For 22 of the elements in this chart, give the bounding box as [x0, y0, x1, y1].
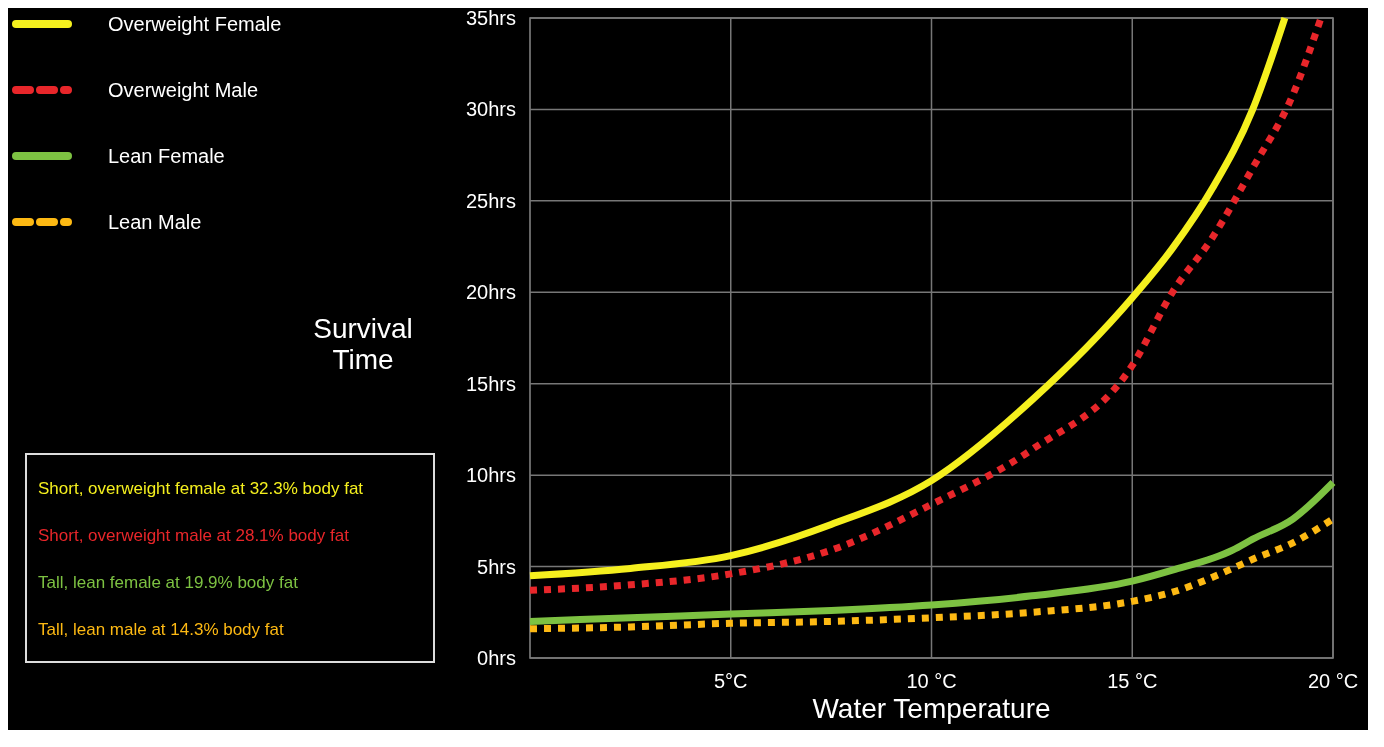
y-tick-label: 5hrs	[477, 555, 516, 578]
legend-label: Lean Male	[108, 211, 202, 233]
x-tick-label: 20 °C	[1307, 670, 1359, 692]
x-tick-label: 15 °C	[1107, 670, 1158, 692]
y-tick-label: 35hrs	[465, 7, 516, 29]
legend-label: Overweight Male	[108, 79, 259, 101]
x-axis-title: Water Temperature	[812, 693, 1051, 724]
y-tick-label: 10hrs	[465, 464, 516, 487]
legend-label: Lean Female	[108, 145, 225, 167]
y-tick-label: 0hrs	[477, 647, 516, 669]
text: Tall, lean female at 19.9% body fat	[38, 572, 299, 592]
x-tick-label: 10 °C	[906, 670, 957, 692]
text: Short, overweight female at 32.3% body fat	[38, 478, 364, 498]
x-tick-label: 5°C	[713, 670, 748, 692]
y-tick-label: 25hrs	[465, 189, 516, 212]
y-tick-label: 15hrs	[465, 372, 516, 395]
y-tick-label: 20hrs	[465, 281, 516, 304]
text: Short, overweight male at 28.1% body fat	[38, 525, 350, 545]
text: Tall, lean male at 14.3% body fat	[38, 619, 284, 639]
legend-label: Overweight Female	[108, 13, 282, 35]
y-tick-label: 30hrs	[465, 98, 516, 121]
y-axis-title: Survival Time	[313, 313, 413, 375]
